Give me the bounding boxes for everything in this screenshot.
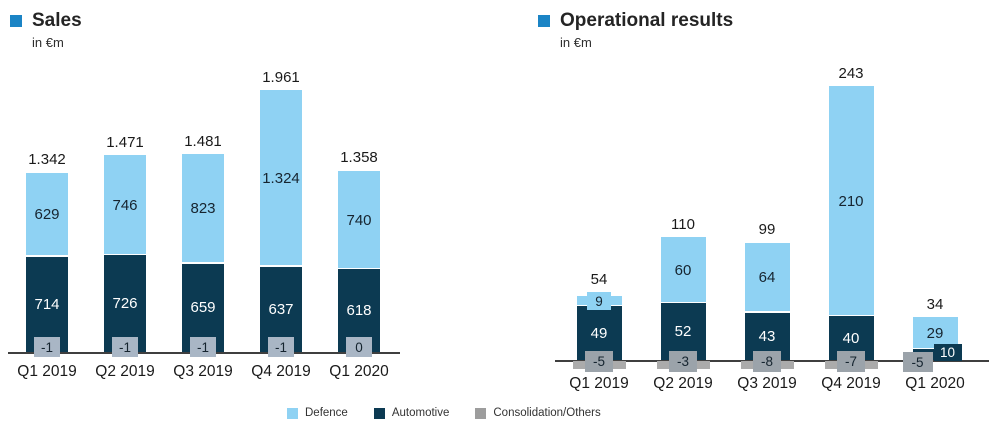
bar-segment-defence [912, 317, 958, 350]
category-label: Q2 2019 [95, 363, 155, 380]
bar-segment-automotive [26, 256, 68, 352]
consolidation-value-badge: -7 [837, 351, 865, 372]
total-label: 1.358 [340, 149, 378, 167]
operational-results-plot-area: -5 49 9 54 Q1 2019 -3 52 60 110 Q2 2019 -8 43 64 99 Q3… [555, 60, 991, 400]
legend-label: Automotive [391, 407, 450, 419]
category-label: Q4 2019 [821, 375, 881, 392]
category-label: Q3 2019 [173, 363, 233, 380]
segment-divider [182, 262, 224, 264]
category-label: Q1 2019 [17, 363, 77, 380]
total-label: 34 [926, 295, 944, 313]
automotive-value-label: 52 [674, 323, 692, 340]
total-label: 243 [838, 64, 864, 82]
title-marker-icon [538, 15, 550, 27]
automotive-value-label: 637 [268, 300, 294, 318]
category-label: Q3 2019 [737, 375, 797, 392]
chart-title: Sales [32, 10, 82, 31]
total-label: 110 [671, 215, 695, 233]
segment-divider [260, 265, 302, 267]
bar-segment-defence [660, 237, 706, 303]
automotive-value-label: 659 [190, 299, 216, 317]
defence-value-label: 29 [926, 324, 944, 342]
automotive-value-label: 726 [112, 295, 138, 312]
total-label: 54 [590, 270, 608, 288]
defence-value-badge: 9 [587, 292, 611, 311]
sales-title-block: Sales in €m [32, 10, 82, 50]
bar-segment-automotive [660, 303, 706, 360]
legend-swatch-icon [287, 407, 298, 419]
segment-divider [744, 311, 790, 313]
bar-segment-defence [104, 155, 146, 255]
total-label: 1.961 [262, 68, 300, 86]
legend-swatch-icon [373, 407, 385, 419]
defence-value-label: 64 [758, 269, 776, 287]
consolidation-value-badge: -1 [34, 337, 60, 357]
bar-segment-defence [182, 154, 224, 264]
sales-plot-area: -1 714 629 1.342 Q1 2019 -1 726 746 1.471 Q2 2019… [8, 60, 400, 400]
consolidation-value-badge: 0 [346, 337, 372, 357]
bar-segment-automotive [104, 255, 146, 352]
legend-label: Consolidation/Others [493, 407, 601, 419]
operational-results-chart-header: Operational results in €m [538, 10, 733, 50]
legend-item-defence: Defence [287, 407, 348, 419]
category-label: Q2 2019 [653, 375, 713, 392]
automotive-value-label: 714 [34, 295, 60, 313]
chart-subtitle: in €m [560, 34, 592, 50]
consolidation-value-badge: -1 [190, 337, 216, 357]
segment-divider [828, 314, 874, 317]
automotive-value-label: 40 [842, 329, 860, 347]
automotive-value-badge: 10 [933, 344, 962, 361]
consolidation-value-badge: -1 [112, 337, 138, 357]
defence-value-label: 629 [34, 206, 60, 224]
bar-segment-defence [26, 172, 68, 257]
legend-item-consolidation-others: Consolidation/Others [475, 407, 601, 419]
category-label: Q4 2019 [251, 363, 311, 380]
total-label: 99 [758, 221, 776, 239]
bar-segment-defence [260, 90, 302, 267]
segment-divider [104, 253, 146, 255]
total-label: 1.471 [106, 133, 144, 151]
bar-segment-defence [338, 170, 380, 270]
segment-divider [660, 301, 706, 303]
consolidation-value-badge: -8 [753, 351, 781, 372]
defence-value-label: 746 [112, 196, 138, 214]
defence-value-label: 60 [674, 261, 692, 279]
legend: Defence Automotive Consolidation/Others [287, 407, 601, 419]
automotive-value-label: 49 [590, 324, 608, 342]
consolidation-value-badge: -5 [585, 351, 613, 372]
legend-swatch-icon [475, 407, 487, 419]
legend-item-automotive: Automotive [373, 407, 450, 419]
consolidation-value-badge: -5 [902, 352, 933, 372]
title-marker-icon [10, 15, 22, 27]
consolidation-value-badge: -1 [268, 337, 294, 357]
legend-label: Defence [305, 407, 348, 419]
category-label: Q1 2020 [905, 375, 965, 392]
automotive-value-label: 43 [758, 327, 776, 345]
bar-segment-defence [828, 86, 874, 317]
defence-value-label: 1.324 [262, 169, 300, 187]
segment-divider [26, 255, 68, 257]
consolidation-value-badge: -3 [669, 351, 697, 372]
category-label: Q1 2019 [569, 375, 629, 392]
chart-subtitle: in €m [32, 34, 64, 50]
category-label: Q1 2020 [329, 363, 389, 380]
defence-value-label: 823 [190, 200, 216, 218]
chart-title: Operational results [560, 10, 734, 31]
bar-segment-defence [744, 242, 790, 313]
total-label: 1.342 [28, 151, 66, 169]
automotive-value-label: 618 [346, 302, 372, 320]
sales-chart-header: Sales in €m [10, 10, 82, 50]
operational-results-title-block: Operational results in €m [560, 10, 733, 50]
defence-value-label: 210 [838, 192, 864, 210]
segment-divider [338, 267, 380, 270]
defence-value-label: 740 [346, 211, 372, 229]
total-label: 1.481 [184, 132, 222, 150]
